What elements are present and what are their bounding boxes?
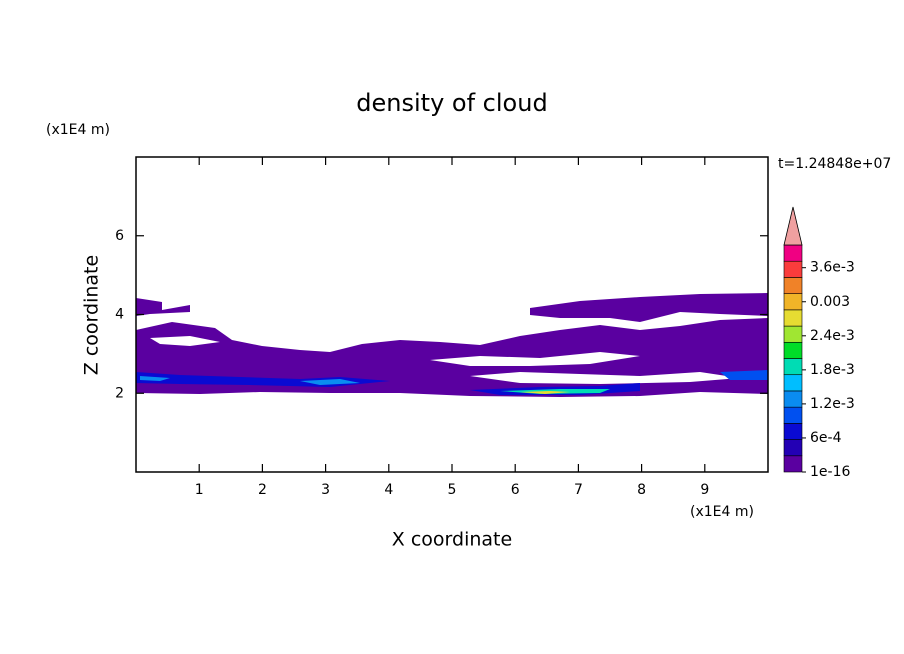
cloud-gap (470, 372, 740, 384)
y-tick-label: 6 (115, 228, 124, 244)
colorbar-band (783, 341, 803, 359)
x-tick-label: 8 (637, 482, 646, 498)
colorbar-label: 3.6e-3 (810, 260, 855, 276)
x-tick-label: 5 (448, 482, 457, 498)
time-annotation: t=1.24848e+07 (778, 156, 891, 172)
x-tick-label: 6 (511, 482, 520, 498)
colorbar-band (783, 358, 803, 376)
y-tick-label: 4 (115, 307, 124, 323)
colorbar-label: 2.4e-3 (810, 328, 855, 344)
colorbar-band (783, 374, 803, 392)
x-axis-label: X coordinate (392, 529, 512, 551)
colorbar-band (783, 309, 803, 327)
cloud-core (300, 379, 360, 385)
cloud-region (530, 293, 768, 322)
colorbar-band (783, 277, 803, 294)
x-tick-label: 2 (258, 482, 267, 498)
colorbar-band (783, 390, 803, 408)
colorbar-label: 1.8e-3 (810, 362, 855, 378)
x-tick-label: 9 (700, 482, 709, 498)
cloud-region (136, 298, 768, 397)
x-tick-label: 4 (384, 482, 393, 498)
colorbar-label: 1.2e-3 (810, 396, 855, 412)
cloud-gap (150, 336, 220, 346)
y-tick-label: 2 (115, 385, 124, 401)
colorbar-band (783, 293, 803, 311)
colorbar-label: 1e-16 (810, 464, 850, 480)
colorbar-band (783, 325, 803, 343)
chart-title: density of cloud (356, 89, 547, 117)
x-tick-label: 7 (574, 482, 583, 498)
colorbar-over (783, 206, 803, 246)
x-axis-unit: (x1E4 m) (690, 504, 754, 520)
cloud-core (520, 391, 570, 394)
colorbar-band (783, 406, 803, 424)
cloud-core (720, 370, 768, 380)
cloud-gap (430, 352, 640, 366)
colorbar-band (783, 423, 803, 440)
colorbar-band (783, 439, 803, 457)
y-axis-unit: (x1E4 m) (46, 122, 110, 138)
y-axis-label: Z coordinate (81, 255, 103, 375)
colorbar-band (783, 455, 803, 473)
colorbar-label: 6e-4 (810, 430, 842, 446)
x-tick-label: 1 (195, 482, 204, 498)
contour-field (136, 293, 768, 397)
colorbar-band (783, 244, 803, 262)
colorbar-band (783, 260, 803, 278)
x-tick-label: 3 (321, 482, 330, 498)
cloud-core (140, 376, 170, 381)
colorbar-label: 0.003 (810, 294, 850, 310)
